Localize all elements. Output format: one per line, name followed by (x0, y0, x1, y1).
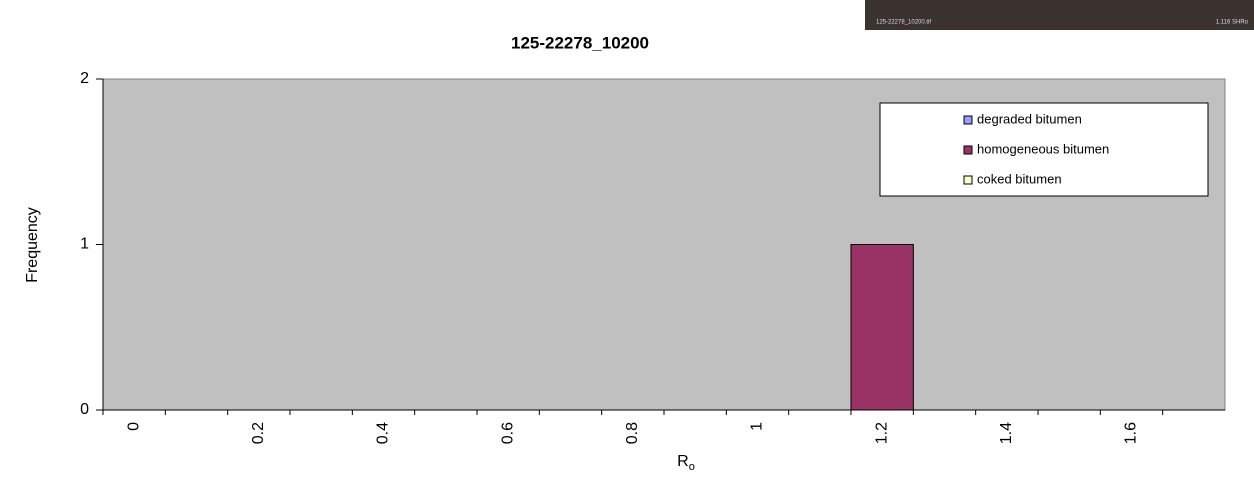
x-tick-label: 0.4 (375, 422, 392, 444)
x-tick-label: 0.8 (624, 422, 641, 444)
y-axis-label: Frequency (24, 207, 41, 283)
legend-swatch (963, 145, 973, 155)
x-tick-label: 1.2 (873, 422, 890, 444)
x-axis-label: Ro (677, 453, 695, 473)
x-tick-label: 0.6 (499, 422, 516, 444)
thumbnail-filename: 125-22278_10200.tif (876, 20, 931, 26)
x-tick-label: 0 (125, 422, 142, 431)
bar (850, 244, 914, 411)
x-axis-label-sub: o (689, 461, 695, 473)
legend (879, 102, 1209, 197)
legend-label: coked bitumen (977, 171, 1062, 186)
x-tick-label: 0.2 (250, 422, 267, 444)
legend-swatch (963, 115, 973, 125)
y-tick-label: 0 (80, 401, 89, 418)
x-tick-label: 1.6 (1123, 422, 1140, 444)
x-tick-label: 1 (749, 422, 766, 431)
thumbnail (865, 0, 1254, 30)
legend-swatch (963, 175, 973, 185)
x-axis-label-main: R (677, 453, 689, 470)
y-tick-label: 2 (80, 70, 89, 87)
legend-label: degraded bitumen (977, 111, 1082, 126)
chart-title: 125-22278_10200 (511, 33, 649, 52)
y-tick-label: 1 (80, 236, 89, 253)
legend-label: homogeneous bitumen (977, 141, 1109, 156)
thumbnail-caption: 1.116 SHRo (1216, 20, 1249, 26)
x-tick-label: 1.4 (998, 422, 1015, 444)
